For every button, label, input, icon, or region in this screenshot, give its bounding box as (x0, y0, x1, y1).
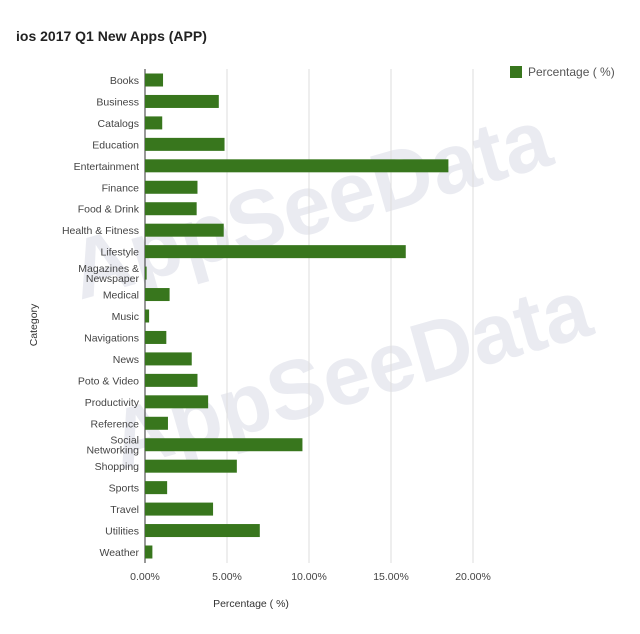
bar (145, 288, 170, 302)
bar (145, 545, 153, 559)
y-tick-label-line: Social (110, 435, 139, 447)
y-tick-label: Entertainment (74, 161, 139, 173)
y-tick-label: Music (112, 311, 139, 323)
bar (145, 459, 237, 473)
bar (145, 416, 168, 430)
bar (145, 266, 147, 280)
bar (145, 502, 214, 516)
y-tick-label: Poto & Video (78, 375, 139, 387)
y-tick-label: Sports (109, 483, 139, 495)
y-tick-label: Lifestyle (100, 247, 139, 259)
bar (145, 159, 449, 173)
legend: Percentage ( %) (510, 65, 615, 79)
bar (145, 373, 198, 387)
chart-title: ios 2017 Q1 New Apps (APP) (16, 28, 207, 44)
bar (145, 116, 163, 130)
y-tick-label-line: Magazines & (78, 263, 139, 275)
x-tick-label: 5.00% (212, 571, 242, 583)
bar (145, 330, 167, 344)
bar (145, 245, 406, 259)
bar (145, 73, 164, 87)
y-tick-label: Social Networking (86, 435, 139, 457)
bar (145, 309, 150, 323)
y-axis-labels: Books Business Catalogs Education Entertainm… (62, 75, 140, 559)
y-tick-label: Food & Drink (78, 204, 140, 216)
y-tick-label: Utilities (105, 526, 139, 538)
x-tick-label: 20.00% (455, 571, 491, 583)
legend-label: Percentage ( %) (528, 65, 615, 79)
y-tick-label: Magazines & Newspaper (78, 263, 139, 285)
bar (145, 223, 224, 237)
bar (145, 395, 209, 409)
y-tick-label-line: Newspaper (86, 273, 140, 285)
legend-swatch (510, 66, 522, 78)
y-tick-label: Travel (110, 504, 139, 516)
y-tick-label: Catalogs (98, 118, 139, 130)
watermark: AppSeeData AppSeeData (59, 90, 602, 487)
x-tick-label: 0.00% (130, 571, 160, 583)
y-tick-label: Navigations (84, 332, 139, 344)
x-axis-title: Percentage ( %) (213, 598, 289, 610)
y-tick-label: Finance (102, 182, 140, 194)
y-axis-title: Category (28, 303, 40, 346)
bar (145, 94, 219, 108)
y-tick-label: Books (110, 75, 139, 87)
bar (145, 180, 198, 194)
x-tick-label: 15.00% (373, 571, 409, 583)
y-tick-label: Health & Fitness (62, 225, 139, 237)
bar (145, 438, 303, 452)
y-tick-label: Medical (103, 290, 139, 302)
y-tick-label: Business (96, 96, 139, 108)
y-tick-label: News (113, 354, 139, 366)
bar (145, 352, 192, 366)
bar (145, 524, 260, 538)
watermark-bottom: AppSeeData (99, 260, 602, 487)
x-tick-label: 10.00% (291, 571, 327, 583)
bar (145, 137, 225, 151)
y-tick-label: Weather (100, 547, 140, 559)
y-tick-label: Productivity (85, 397, 140, 409)
x-axis-ticks: 0.00% 5.00% 10.00% 15.00% 20.00% (130, 571, 491, 583)
bar (145, 481, 168, 495)
gridlines (144, 69, 474, 563)
y-tick-label: Education (92, 139, 139, 151)
y-tick-label: Reference (91, 418, 140, 430)
bars (145, 73, 449, 559)
y-tick-label: Shopping (95, 461, 140, 473)
y-tick-label-line: Networking (86, 445, 139, 457)
bar (145, 202, 197, 216)
